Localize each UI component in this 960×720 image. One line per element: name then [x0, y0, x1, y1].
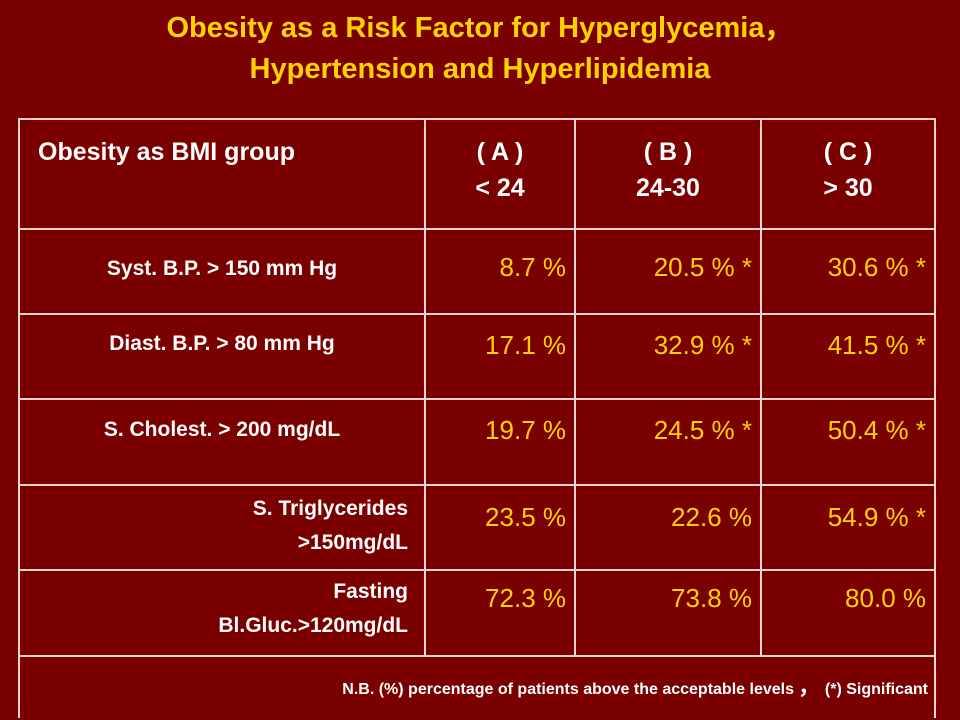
value-c: 54.9 % * — [827, 502, 926, 532]
value-a: 19.7 % — [485, 415, 566, 445]
table-row: S. Cholest. > 200 mg/dL 19.7 % 24.5 % * … — [20, 400, 934, 486]
row-label-cell: Diast. B.P. > 80 mm Hg — [20, 315, 426, 398]
slide-title-line-2: Hypertension and Hyperlipidemia — [249, 53, 711, 85]
row-label-cell: Fasting Bl.Gluc.>120mg/dL — [20, 571, 426, 655]
table-row: S. Triglycerides >150mg/dL 23.5 % 22.6 %… — [20, 486, 934, 571]
header-col-a-range: < 24 — [475, 174, 525, 202]
cell-b: 24.5 % * — [576, 400, 762, 484]
header-group-label: Obesity as BMI group — [38, 138, 295, 166]
table-footnote: N.B. (%) percentage of patients above th… — [20, 675, 934, 702]
header-cell-b: ( B ) 24-30 — [576, 120, 762, 228]
slide-title-line-1: Obesity as a Risk Factor for Hyperglycem… — [166, 12, 794, 44]
header-col-a-name: ( A ) — [476, 138, 524, 166]
row-label-cell: Syst. B.P. > 150 mm Hg — [20, 230, 426, 313]
value-c: 80.0 % — [845, 583, 926, 613]
cell-c: 80.0 % — [762, 571, 934, 655]
row-label: Syst. B.P. > 150 mm Hg — [106, 257, 338, 280]
row-label-line-2: >150mg/dL — [297, 531, 408, 554]
header-col-c-range: > 30 — [823, 174, 873, 202]
footnote-text-part-2: (*) Significant — [820, 681, 928, 698]
value-c: 41.5 % * — [827, 330, 926, 360]
row-label: S. Cholest. > 200 mg/dL — [103, 418, 341, 441]
cell-a: 8.7 % — [426, 230, 576, 313]
value-a: 72.3 % — [485, 583, 566, 613]
header-col-c-name: ( C ) — [823, 138, 873, 166]
value-b: 24.5 % * — [653, 415, 752, 445]
data-table: Obesity as BMI group ( A ) < 24 ( B ) 24… — [18, 118, 936, 718]
cell-b: 32.9 % * — [576, 315, 762, 398]
table-row: Diast. B.P. > 80 mm Hg 17.1 % 32.9 % * 4… — [20, 315, 934, 400]
cell-a: 19.7 % — [426, 400, 576, 484]
table-row: Fasting Bl.Gluc.>120mg/dL 72.3 % 73.8 % … — [20, 571, 934, 657]
value-b: 22.6 % — [671, 502, 752, 532]
row-label-line-1: Fasting — [333, 580, 408, 603]
cell-b: 20.5 % * — [576, 230, 762, 313]
value-b: 73.8 % — [671, 583, 752, 613]
cell-c: 50.4 % * — [762, 400, 934, 484]
value-c: 50.4 % * — [827, 415, 926, 445]
table-row: Syst. B.P. > 150 mm Hg 8.7 % 20.5 % * 30… — [20, 230, 934, 315]
row-label-line-2: Bl.Gluc.>120mg/dL — [218, 614, 408, 637]
header-col-b-range: 24-30 — [636, 174, 700, 202]
footnote-separator: ， — [798, 674, 821, 699]
cell-c: 54.9 % * — [762, 486, 934, 569]
header-cell-a: ( A ) < 24 — [426, 120, 576, 228]
cell-c: 30.6 % * — [762, 230, 934, 313]
row-label-cell: S. Triglycerides >150mg/dL — [20, 486, 426, 569]
header-col-b: ( B ) 24-30 — [576, 120, 760, 206]
row-label-line-1: S. Triglycerides — [252, 497, 408, 520]
row-label: Diast. B.P. > 80 mm Hg — [109, 332, 335, 355]
header-col-b-name: ( B ) — [643, 138, 693, 166]
value-a: 8.7 % — [499, 252, 567, 282]
cell-b: 22.6 % — [576, 486, 762, 569]
cell-a: 23.5 % — [426, 486, 576, 569]
slide-title: Obesity as a Risk Factor for Hyperglycem… — [0, 8, 960, 90]
cell-a: 17.1 % — [426, 315, 576, 398]
header-cell-group: Obesity as BMI group — [20, 120, 426, 228]
value-b: 32.9 % * — [653, 330, 752, 360]
footnote-text-part-1: N.B. (%) percentage of patients above th… — [342, 681, 799, 698]
table-header-row: Obesity as BMI group ( A ) < 24 ( B ) 24… — [20, 120, 934, 230]
value-c: 30.6 % * — [827, 252, 926, 282]
header-col-a: ( A ) < 24 — [426, 120, 574, 206]
header-col-c: ( C ) > 30 — [762, 120, 934, 206]
cell-a: 72.3 % — [426, 571, 576, 655]
cell-b: 73.8 % — [576, 571, 762, 655]
value-b: 20.5 % * — [653, 252, 752, 282]
value-a: 17.1 % — [485, 330, 566, 360]
header-cell-c: ( C ) > 30 — [762, 120, 934, 228]
row-label-cell: S. Cholest. > 200 mg/dL — [20, 400, 426, 484]
value-a: 23.5 % — [485, 502, 566, 532]
cell-c: 41.5 % * — [762, 315, 934, 398]
